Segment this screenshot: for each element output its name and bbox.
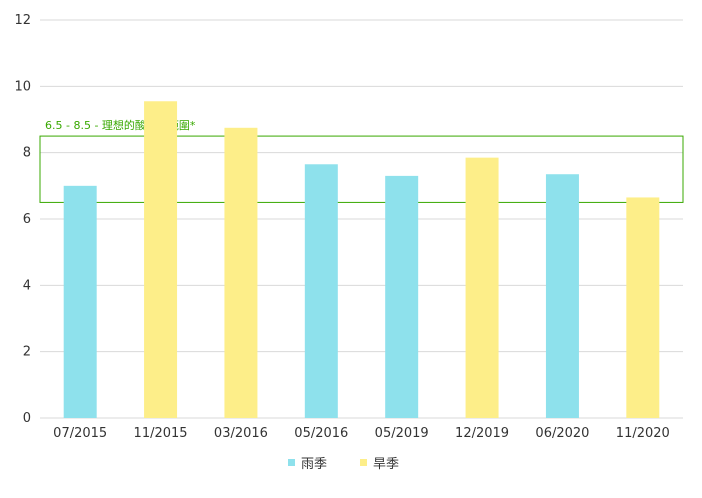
gridlines [40, 19, 683, 419]
bar [144, 101, 178, 418]
ideal-ph-band: 6.5 - 8.5 - 理想的酸鹼值範圍* [39, 118, 684, 203]
legend-swatch [360, 459, 367, 466]
y-axis: 0 2 4 6 8 10 12 [14, 13, 31, 426]
x-tick-label: 06/2020 [535, 426, 589, 441]
y-tick-label: 8 [23, 146, 31, 161]
x-axis: 07/2015 11/2015 03/2016 05/2016 05/2019 12/20… [53, 426, 670, 441]
bar [626, 197, 660, 418]
x-tick-label: 11/2020 [616, 426, 670, 441]
y-tick-label: 12 [14, 13, 31, 28]
legend-swatch [288, 459, 295, 466]
x-tick-label: 05/2019 [375, 426, 429, 441]
y-tick-label: 10 [14, 79, 31, 94]
band-rect [39, 135, 684, 203]
legend-label: 旱季 [373, 457, 399, 472]
bar [304, 164, 338, 418]
y-tick-label: 4 [23, 278, 31, 293]
bar [385, 175, 419, 418]
bars [63, 101, 660, 419]
x-tick-label: 07/2015 [53, 426, 107, 441]
x-tick-label: 03/2016 [214, 426, 268, 441]
bar [545, 174, 579, 418]
y-tick-label: 0 [23, 411, 31, 426]
bar [224, 127, 258, 419]
y-tick-label: 6 [23, 212, 31, 227]
bar [63, 185, 97, 418]
bar [465, 157, 499, 418]
x-tick-label: 12/2019 [455, 426, 509, 441]
x-tick-label: 05/2016 [294, 426, 348, 441]
y-tick-label: 2 [23, 345, 31, 360]
legend-label: 雨季 [301, 457, 327, 472]
x-tick-label: 11/2015 [134, 426, 188, 441]
legend: 雨季 旱季 [288, 457, 399, 472]
